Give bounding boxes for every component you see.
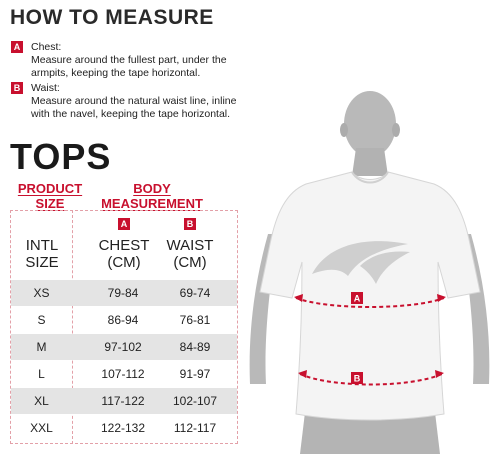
chest-arrow-right-icon <box>437 294 446 302</box>
product-size-header-line-2: SIZE <box>35 196 65 211</box>
column-header-intl-size: INTL SIZE <box>12 237 72 271</box>
waist-marker-label: B <box>354 374 361 384</box>
table-row: M 97-102 84-89 <box>11 334 237 360</box>
column-header-waist: WAIST (CM) <box>158 237 222 271</box>
column-header-waist-line-1: WAIST <box>166 237 214 254</box>
body-measurement-header-line-1: BODY <box>133 181 171 196</box>
waist-cell: 102-107 <box>172 394 218 408</box>
chest-legend-label: Chest: <box>31 41 62 53</box>
brand-logo-icon <box>312 241 410 284</box>
column-header-intl-size-line-2: SIZE <box>25 254 59 271</box>
waist-measure-line <box>299 373 443 386</box>
table-row: XXL 122-132 112-117 <box>11 415 237 441</box>
product-size-header-line-1: PRODUCT <box>17 181 83 196</box>
mannequin-neck <box>352 148 388 176</box>
column-header-chest: CHEST (CM) <box>92 237 156 271</box>
chest-cell: 97-102 <box>104 340 142 354</box>
mannequin-left-ear <box>340 123 348 137</box>
body-measurement-header-line-2: MEASUREMENT <box>101 196 203 211</box>
chest-legend-line-1: Measure around the fullest part, under t… <box>31 54 227 66</box>
waist-legend-line-2: with the navel, keeping the tape horizon… <box>31 108 231 120</box>
tshirt-shape <box>259 171 481 421</box>
size-cell: L <box>38 367 45 381</box>
column-header-chest-line-2: (CM) <box>107 254 141 271</box>
size-cell: M <box>36 340 47 354</box>
chest-legend-line-2: armpits, keeping the tape horizontal. <box>31 67 201 79</box>
chest-arrow-left-icon <box>294 294 303 302</box>
chest-cell: 107-112 <box>101 367 145 381</box>
chest-marker-icon <box>351 292 363 304</box>
waist-arrow-right-icon <box>435 370 444 378</box>
table-row: XS 79-84 69-74 <box>11 280 237 306</box>
size-table <box>10 210 238 444</box>
column-header-intl-size-line-1: INTL <box>25 237 59 254</box>
size-cell: S <box>37 313 46 327</box>
waist-badge-icon: B <box>11 82 23 94</box>
size-cell: XXL <box>30 421 53 435</box>
section-title: TOPS <box>10 136 112 177</box>
chest-legend: Chest: Measure around the fullest part, … <box>31 41 227 80</box>
waist-legend-line-1: Measure around the natural waist line, i… <box>31 95 237 107</box>
chest-measure-line <box>295 297 445 308</box>
chest-cell: 86-94 <box>107 313 139 327</box>
waist-column-badge-icon: B <box>184 218 196 230</box>
waist-cell: 91-97 <box>179 367 211 381</box>
table-row: S 86-94 76-81 <box>11 307 237 333</box>
waist-cell: 112-117 <box>173 421 217 435</box>
waist-legend: Waist: Measure around the natural waist … <box>31 82 236 121</box>
table-row: L 107-112 91-97 <box>11 361 237 387</box>
page-title: HOW TO MEASURE <box>10 6 214 29</box>
size-cell: XS <box>33 286 50 300</box>
column-header-chest-line-1: CHEST <box>98 237 150 254</box>
mannequin-figure: A B <box>249 91 490 454</box>
chest-cell: 117-122 <box>101 394 145 408</box>
waist-cell: 69-74 <box>179 286 211 300</box>
table-divider <box>72 210 73 444</box>
chest-cell: 79-84 <box>107 286 139 300</box>
table-row: XL 117-122 102-107 <box>11 388 237 414</box>
column-header-waist-line-2: (CM) <box>173 254 207 271</box>
waist-cell: 84-89 <box>179 340 211 354</box>
chest-cell: 122-132 <box>100 421 146 435</box>
waist-legend-label: Waist: <box>31 82 60 94</box>
waist-arrow-left-icon <box>298 370 307 378</box>
tshirt-collar <box>351 171 389 184</box>
body-measurement-header: BODY MEASUREMENT <box>96 181 208 211</box>
chest-marker-label: A <box>354 294 361 304</box>
waist-cell: 76-81 <box>179 313 211 327</box>
chest-column-badge-icon: A <box>118 218 130 230</box>
chest-badge-icon: A <box>11 41 23 53</box>
mannequin-right-ear <box>392 123 400 137</box>
mannequin-head <box>344 91 396 157</box>
size-cell: XL <box>34 394 49 408</box>
waist-marker-icon <box>351 372 363 384</box>
product-size-header: PRODUCT SIZE <box>12 181 88 211</box>
